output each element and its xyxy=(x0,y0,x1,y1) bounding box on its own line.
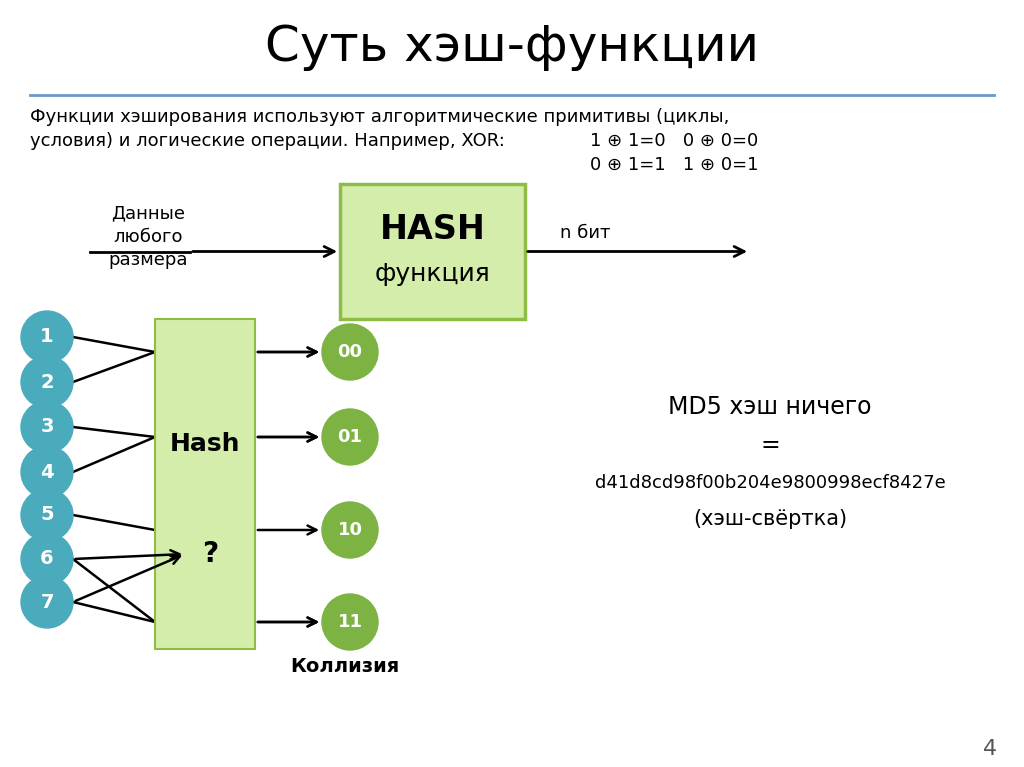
Circle shape xyxy=(22,446,73,498)
Text: Функции хэширования используют алгоритмические примитивы (циклы,: Функции хэширования используют алгоритми… xyxy=(30,108,729,126)
Circle shape xyxy=(322,409,378,465)
FancyBboxPatch shape xyxy=(340,184,525,319)
Text: 4: 4 xyxy=(40,463,54,482)
FancyBboxPatch shape xyxy=(155,319,255,649)
Circle shape xyxy=(22,576,73,628)
Text: (хэш-свёртка): (хэш-свёртка) xyxy=(693,509,847,529)
Text: 1 ⊕ 1=0   0 ⊕ 0=0: 1 ⊕ 1=0 0 ⊕ 0=0 xyxy=(590,132,758,150)
Text: MD5 хэш ничего: MD5 хэш ничего xyxy=(669,395,871,419)
Circle shape xyxy=(322,324,378,380)
Text: Суть хэш-функции: Суть хэш-функции xyxy=(265,23,759,71)
Circle shape xyxy=(322,594,378,650)
Text: 6: 6 xyxy=(40,549,54,568)
Text: 00: 00 xyxy=(338,343,362,361)
Text: =: = xyxy=(760,433,780,457)
Text: 3: 3 xyxy=(40,417,53,436)
Text: условия) и логические операции. Например, XOR:: условия) и логические операции. Например… xyxy=(30,132,505,150)
Text: ?: ? xyxy=(202,540,218,568)
Circle shape xyxy=(22,401,73,453)
Text: 11: 11 xyxy=(338,613,362,631)
Text: 7: 7 xyxy=(40,592,53,611)
Text: Коллизия: Коллизия xyxy=(291,657,399,676)
Circle shape xyxy=(22,533,73,585)
Text: функция: функция xyxy=(375,262,490,285)
Text: 1: 1 xyxy=(40,328,54,347)
Text: 01: 01 xyxy=(338,428,362,446)
Text: Hash: Hash xyxy=(170,432,241,456)
Text: 0 ⊕ 1=1   1 ⊕ 0=1: 0 ⊕ 1=1 1 ⊕ 0=1 xyxy=(590,156,759,174)
Text: HASH: HASH xyxy=(380,213,485,246)
Text: 5: 5 xyxy=(40,505,54,525)
Text: 10: 10 xyxy=(338,521,362,539)
Circle shape xyxy=(22,356,73,408)
Text: d41d8cd98f00b204e9800998ecf8427e: d41d8cd98f00b204e9800998ecf8427e xyxy=(595,474,945,492)
Circle shape xyxy=(22,311,73,363)
Text: Данные
любого
размера: Данные любого размера xyxy=(109,204,187,269)
Text: n бит: n бит xyxy=(560,225,610,242)
Circle shape xyxy=(322,502,378,558)
Text: 2: 2 xyxy=(40,373,54,391)
Circle shape xyxy=(22,489,73,541)
Text: 4: 4 xyxy=(983,739,997,759)
